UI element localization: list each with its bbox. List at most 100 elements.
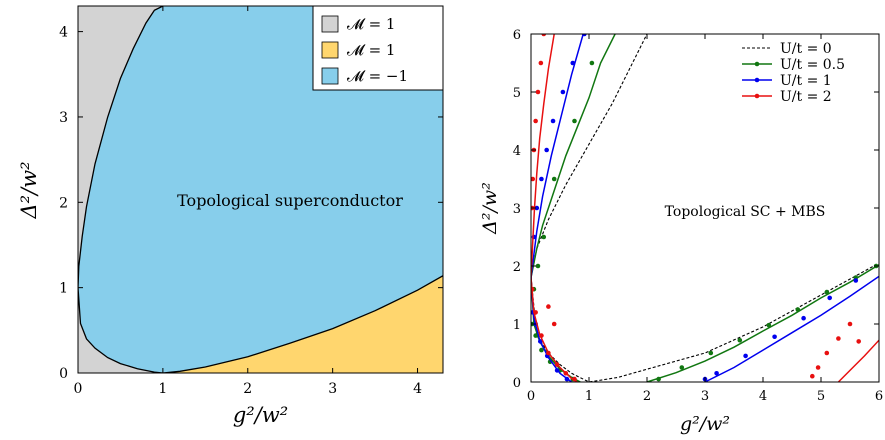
data-point: [564, 376, 570, 382]
phase-boundary-upper: [78, 6, 164, 288]
data-point: [546, 304, 551, 309]
data-point: [539, 347, 544, 353]
legend-label: U/t = 1: [780, 73, 832, 89]
data-point: [589, 60, 595, 66]
x-tick-label: 4: [413, 381, 422, 397]
data-point: [708, 350, 714, 356]
region-m-1-yellow: [162, 275, 443, 373]
data-point: [533, 118, 538, 124]
data-point: [737, 337, 743, 343]
data-point: [743, 353, 748, 359]
data-point: [570, 60, 576, 66]
data-point: [766, 322, 772, 328]
data-point: [531, 286, 535, 292]
x-tick-label: 1: [158, 381, 167, 397]
data-point: [563, 371, 569, 376]
data-point: [810, 373, 815, 379]
data-point: [801, 315, 806, 321]
data-point: [827, 295, 832, 301]
data-point: [533, 333, 538, 338]
legend-label: 𝓜 = −1: [347, 67, 408, 85]
data-point: [541, 34, 547, 37]
legend-label: 𝓜 = 1: [347, 41, 395, 59]
legend-swatch: [321, 15, 339, 33]
data-point: [824, 289, 830, 295]
legend-left: 𝓜 = 1 𝓜 = 1 𝓜 = −1: [312, 5, 444, 91]
legend-right: U/t = 0U/t = 0.5U/t = 1U/t = 2: [742, 41, 845, 105]
data-point: [551, 176, 557, 182]
data-point: [572, 376, 577, 382]
data-point: [550, 118, 556, 124]
data-point: [537, 339, 543, 344]
data-point: [772, 334, 777, 340]
x-tick-label: 5: [817, 389, 825, 404]
y-tick-label: 6: [513, 28, 521, 43]
data-point: [824, 350, 830, 356]
x-tick-label: 2: [643, 389, 651, 404]
x-tick-label: 0: [74, 381, 83, 397]
plot-area-right: [531, 34, 879, 382]
y-tick-label: 3: [59, 110, 68, 126]
data-point: [531, 176, 536, 182]
data-point: [535, 89, 541, 95]
x-axis-label: g²/w²: [680, 413, 730, 435]
data-point: [582, 34, 587, 37]
x-tick-label: 3: [701, 389, 709, 404]
series-line-upper: [531, 34, 648, 278]
y-tick-label: 4: [513, 144, 521, 159]
data-point: [679, 365, 685, 370]
x-axis-label: g²/w²: [233, 403, 288, 427]
series-line-right: [646, 264, 879, 382]
y-tick-label: 5: [513, 86, 521, 101]
x-tick-label: 1: [585, 389, 593, 404]
y-tick-label: 0: [59, 366, 68, 382]
y-tick-label: 4: [59, 25, 68, 41]
series-line-lower: [531, 277, 573, 382]
y-tick-label: 2: [59, 195, 68, 211]
x-tick-label: 2: [243, 381, 252, 397]
y-tick-label: 2: [513, 260, 521, 275]
y-axis-label: Δ²/w²: [17, 161, 41, 219]
data-point: [856, 339, 861, 344]
legend-label: U/t = 2: [780, 89, 832, 105]
data-point: [533, 310, 538, 315]
y-tick-label: 3: [513, 202, 521, 217]
x-tick-label: 0: [527, 389, 535, 404]
legend-swatch: [321, 41, 339, 59]
data-point: [656, 376, 661, 382]
legend-marker: [754, 77, 760, 83]
data-point: [554, 362, 560, 367]
data-point: [538, 60, 544, 66]
data-point: [551, 321, 557, 327]
data-point: [795, 307, 801, 312]
data-point: [836, 336, 841, 341]
data-point: [534, 205, 540, 211]
y-tick-label: 0: [513, 376, 521, 391]
data-point: [535, 263, 541, 269]
series-line-upper: [531, 34, 555, 278]
legend-marker: [754, 93, 760, 99]
legend-label: U/t = 0.5: [780, 57, 845, 73]
data-point: [554, 368, 560, 373]
phase-boundary-lower: [78, 275, 443, 373]
data-point: [541, 234, 547, 240]
region-annotation: Topological SC + MBS: [665, 204, 826, 220]
legend-swatch: [321, 67, 339, 85]
series-line-upper: [531, 34, 584, 278]
line-plot-right: 0 1 2 3 4 5 6 0 1 2 3 4 5 6 g²/w² Δ²/w² Topological SC +…: [479, 28, 883, 435]
data-point: [546, 350, 551, 356]
series-line-upper: [531, 34, 616, 278]
data-point: [560, 89, 566, 95]
data-point: [539, 176, 544, 182]
data-point: [815, 365, 821, 370]
data-point: [714, 371, 719, 376]
region-m-1-gray: [78, 6, 163, 288]
y-axis-label: Δ²/w²: [479, 182, 501, 235]
data-point: [572, 118, 577, 124]
y-tick-label: 1: [59, 281, 68, 297]
phase-diagram-left: 0 1 2 3 4 0 1 2 3 4 g²/w² Δ²/w² Topological supercon…: [17, 5, 444, 427]
series-line-lower: [531, 262, 879, 382]
plot-frame-left: [77, 5, 444, 374]
data-point: [853, 278, 859, 283]
